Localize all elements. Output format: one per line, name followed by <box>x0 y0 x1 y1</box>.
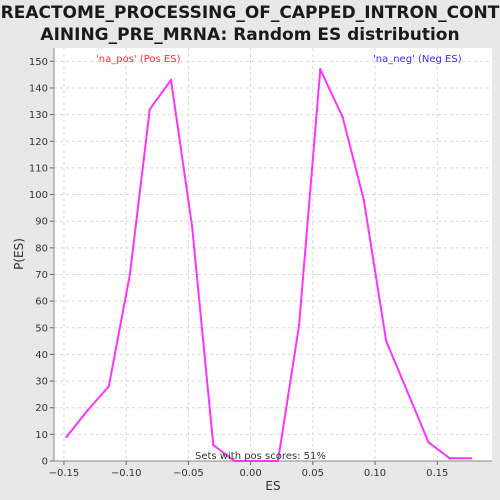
data-point <box>254 459 257 463</box>
y-tick-label: 130 <box>29 110 48 121</box>
data-point <box>148 108 152 111</box>
y-tick-label: 10 <box>35 430 48 441</box>
data-point <box>427 441 430 444</box>
x-tick-label: 0.00 <box>239 468 261 479</box>
y-tick-label: 90 <box>35 217 48 228</box>
series-line <box>65 68 471 462</box>
data-point <box>276 459 280 463</box>
y-tick-label: 70 <box>35 270 48 281</box>
x-tick-label: −0.05 <box>173 468 204 479</box>
data-point <box>341 116 344 119</box>
x-axis-label: ES <box>265 479 280 493</box>
y-axis-label: P(ES) <box>12 238 26 270</box>
x-tick-label: 0.10 <box>364 468 386 479</box>
axis-layer: 0 10 20 30 40 50 60 70 80 90 100 110 120 130 140 150 −0.… <box>29 48 492 479</box>
data-point <box>448 457 451 460</box>
data-point <box>128 273 132 276</box>
x-tick-label: −0.15 <box>49 468 80 479</box>
data-point <box>406 390 409 393</box>
y-tick-label: 20 <box>35 403 48 414</box>
y-tick-label: 80 <box>35 243 48 254</box>
y-tick-label: 60 <box>35 297 48 308</box>
y-tick-label: 140 <box>29 83 48 94</box>
y-tick-label: 120 <box>29 137 48 148</box>
x-tick-label: −0.10 <box>111 468 142 479</box>
legend-entry-pos: 'na_pos' (Pos ES) <box>96 54 181 65</box>
y-tick-label: 150 <box>29 57 48 68</box>
y-tick-label: 110 <box>29 163 48 174</box>
y-tick-label: 100 <box>29 190 48 201</box>
data-point <box>107 385 110 388</box>
data-point <box>385 339 388 343</box>
legend-entry-neg: 'na_neg' (Neg ES) <box>373 54 462 65</box>
y-tick-label: 30 <box>35 377 48 388</box>
data-point <box>469 457 473 460</box>
grid-layer <box>54 48 492 462</box>
pos-score-annotation: Sets with pos scores: 51% <box>195 451 326 462</box>
data-point <box>233 459 236 463</box>
plot-area <box>54 48 492 461</box>
series-layer <box>65 68 473 463</box>
x-tick-label: 0.15 <box>426 468 448 479</box>
chart-title-line-1: REACTOME_PROCESSING_OF_CAPPED_INTRON_CON… <box>1 3 500 23</box>
data-point <box>212 443 215 447</box>
data-point <box>319 68 322 71</box>
data-point <box>297 323 301 327</box>
chart-title-line-2: AINING_PRE_MRNA: Random ES distribution <box>40 25 459 45</box>
data-point <box>86 409 89 412</box>
y-tick-label: 50 <box>35 323 48 334</box>
data-point <box>362 198 366 202</box>
data-point <box>190 225 194 228</box>
data-point <box>65 435 68 439</box>
x-tick-label: 0.05 <box>302 468 324 479</box>
y-tick-label: 40 <box>35 350 48 361</box>
y-tick-label: 0 <box>42 457 48 468</box>
data-point <box>169 78 173 82</box>
